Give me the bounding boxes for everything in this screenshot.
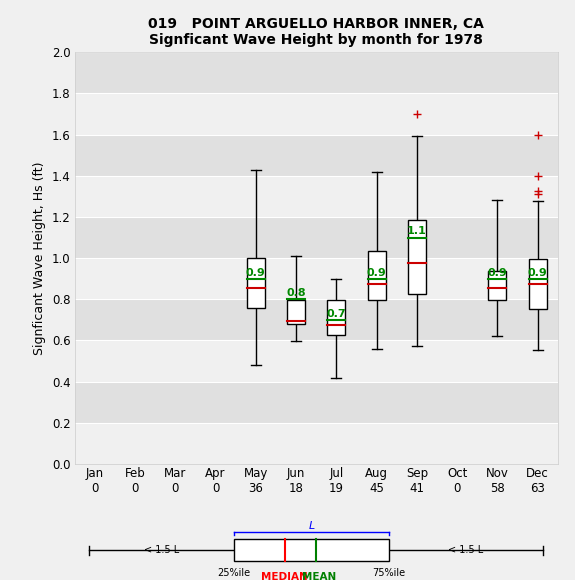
Bar — [75, 217, 558, 258]
Text: 0.9: 0.9 — [246, 267, 266, 278]
Bar — [408, 220, 426, 294]
Bar — [75, 135, 558, 176]
Text: 0.9: 0.9 — [367, 267, 386, 278]
Text: L: L — [308, 521, 315, 531]
Bar — [327, 300, 346, 335]
Bar — [528, 259, 547, 309]
Text: MEDIAN: MEDIAN — [262, 572, 308, 580]
Bar — [75, 299, 558, 340]
Bar — [247, 258, 265, 307]
Text: 0.9: 0.9 — [488, 267, 507, 278]
Bar — [75, 176, 558, 217]
Title: 019   POINT ARGUELLO HARBOR INNER, CA
Signficant Wave Height by month for 1978: 019 POINT ARGUELLO HARBOR INNER, CA Sign… — [148, 17, 484, 47]
Bar — [75, 423, 558, 464]
Y-axis label: Signficant Wave Height, Hs (ft): Signficant Wave Height, Hs (ft) — [33, 161, 46, 355]
Bar — [75, 93, 558, 135]
Bar — [75, 52, 558, 93]
Text: 0.7: 0.7 — [327, 309, 346, 319]
Bar — [75, 340, 558, 382]
Text: 25%ile: 25%ile — [217, 568, 251, 578]
Text: < 1.5 L: < 1.5 L — [144, 545, 179, 555]
Bar — [488, 271, 507, 300]
Text: 1.1: 1.1 — [407, 226, 427, 237]
Bar — [75, 258, 558, 299]
Text: < 1.5 L: < 1.5 L — [448, 545, 484, 555]
Bar — [75, 382, 558, 423]
Text: MEAN: MEAN — [301, 572, 336, 580]
Text: 0.8: 0.8 — [286, 288, 306, 298]
Text: 0.9: 0.9 — [528, 267, 547, 278]
Bar — [367, 251, 386, 300]
Text: 75%ile: 75%ile — [372, 568, 405, 578]
Bar — [234, 539, 389, 561]
Bar — [287, 300, 305, 324]
